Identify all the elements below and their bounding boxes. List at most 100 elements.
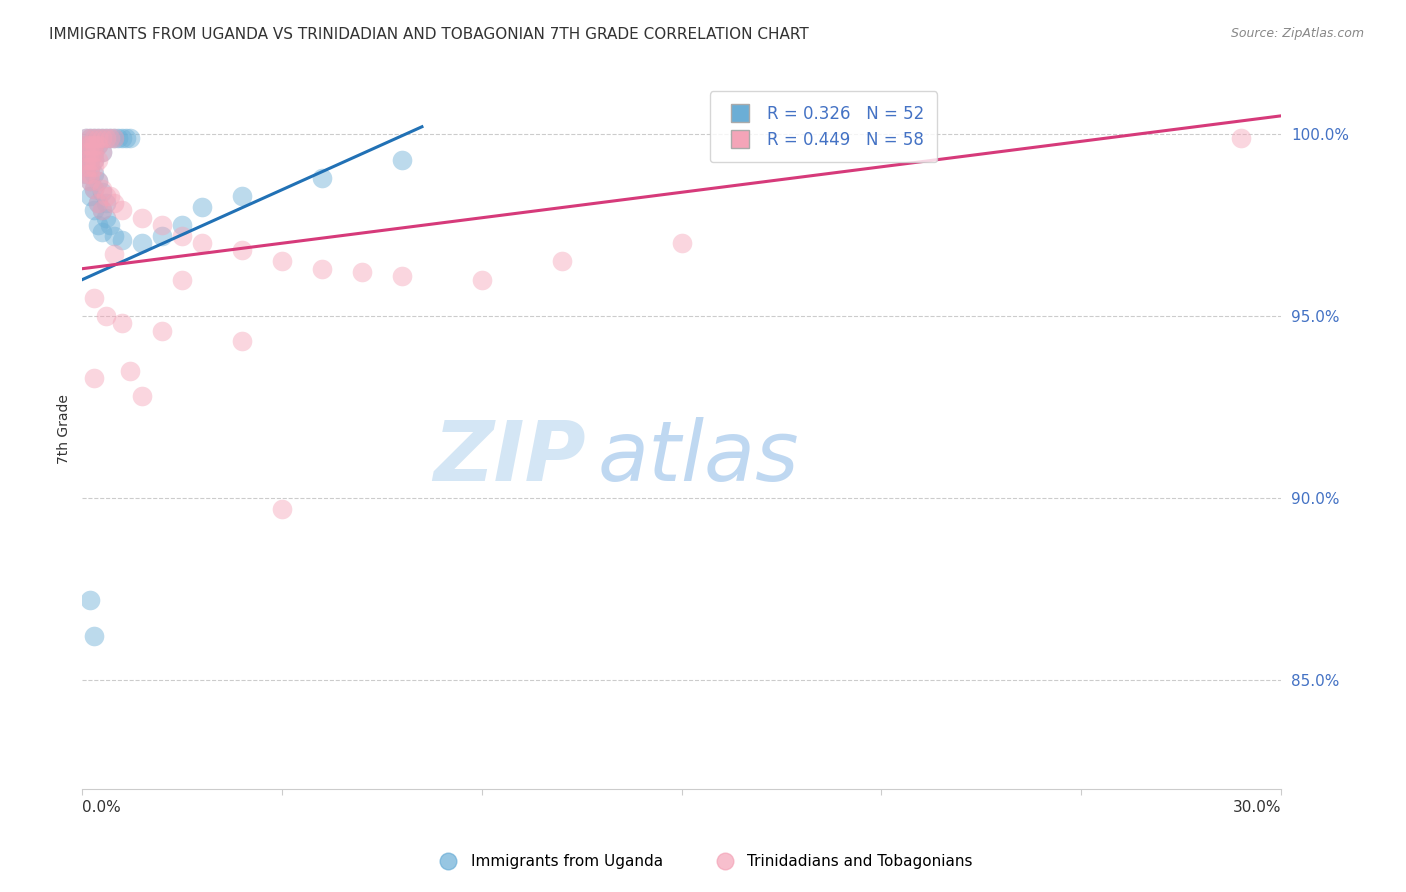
Point (150, 218, 173, 232)
Point (391, 268, 413, 283)
Point (150, 229, 173, 244)
Point (172, 272, 194, 286)
Point (87, 153, 110, 167)
Point (79, 189, 101, 203)
Text: atlas: atlas (598, 417, 800, 498)
Point (79, 160, 101, 174)
Point (96, 130, 118, 145)
Point (79, 130, 101, 145)
Point (91, 203, 114, 218)
Legend: Immigrants from Uganda, Trinidadians and Tobagonians: Immigrants from Uganda, Trinidadians and… (427, 848, 979, 875)
Point (172, 229, 194, 244)
Point (83, 203, 105, 218)
Point (79, 153, 101, 167)
Point (150, 324, 173, 338)
Point (111, 316, 134, 330)
Point (75, 160, 97, 174)
Point (231, 189, 253, 203)
Point (75, 130, 97, 145)
Point (115, 130, 138, 145)
Point (103, 130, 125, 145)
Point (131, 236, 153, 251)
Point (75, 130, 97, 145)
Point (96, 211, 118, 225)
Point (91, 186, 114, 200)
Point (350, 265, 373, 279)
Point (91, 145, 114, 160)
Point (79, 145, 101, 160)
Point (75, 145, 97, 160)
Point (231, 334, 253, 349)
Point (79, 138, 101, 153)
Point (98, 189, 121, 203)
Point (111, 130, 134, 145)
Point (271, 502, 294, 516)
Text: 30.0%: 30.0% (1233, 800, 1281, 815)
Point (91, 225, 114, 239)
Point (87, 138, 110, 153)
Point (87, 174, 110, 188)
Point (87, 130, 110, 145)
Point (83, 138, 105, 153)
Point (75, 167, 97, 181)
Point (131, 389, 153, 403)
Point (79, 138, 101, 153)
Point (107, 130, 129, 145)
Text: 0.0%: 0.0% (83, 800, 121, 815)
Point (83, 160, 105, 174)
Point (83, 145, 105, 160)
Text: Source: ZipAtlas.com: Source: ZipAtlas.com (1230, 27, 1364, 40)
Point (98, 130, 121, 145)
Point (172, 218, 194, 232)
Point (98, 218, 121, 232)
Point (79, 145, 101, 160)
Point (87, 218, 110, 232)
Point (191, 200, 214, 214)
Point (103, 130, 125, 145)
Point (87, 138, 110, 153)
Point (471, 272, 494, 286)
Point (83, 145, 105, 160)
Point (131, 211, 153, 225)
Point (79, 593, 101, 607)
Point (103, 229, 125, 244)
Point (120, 130, 142, 145)
Point (87, 130, 110, 145)
Point (83, 181, 105, 195)
Point (87, 196, 110, 211)
Point (75, 138, 97, 153)
Point (83, 181, 105, 195)
Point (75, 145, 97, 160)
Point (231, 244, 253, 258)
Legend: R = 0.326   N = 52, R = 0.449   N = 58: R = 0.326 N = 52, R = 0.449 N = 58 (710, 91, 936, 162)
Y-axis label: 7th Grade: 7th Grade (58, 394, 72, 464)
Point (111, 233, 134, 247)
Point (79, 160, 101, 174)
Point (75, 138, 97, 153)
Point (311, 170, 333, 185)
Point (83, 153, 105, 167)
Point (83, 371, 105, 385)
Point (111, 203, 134, 218)
Point (75, 153, 97, 167)
Point (79, 153, 101, 167)
Point (91, 130, 114, 145)
Point (96, 189, 118, 203)
Point (91, 203, 114, 218)
Point (79, 167, 101, 181)
Point (98, 130, 121, 145)
Point (83, 130, 105, 145)
Point (75, 167, 97, 181)
Point (96, 309, 118, 323)
Point (120, 363, 142, 377)
Point (75, 160, 97, 174)
Point (87, 196, 110, 211)
Point (91, 181, 114, 195)
Point (83, 138, 105, 153)
Point (271, 254, 294, 268)
Point (83, 291, 105, 305)
Point (79, 174, 101, 188)
Point (91, 145, 114, 160)
Point (83, 130, 105, 145)
Point (91, 130, 114, 145)
